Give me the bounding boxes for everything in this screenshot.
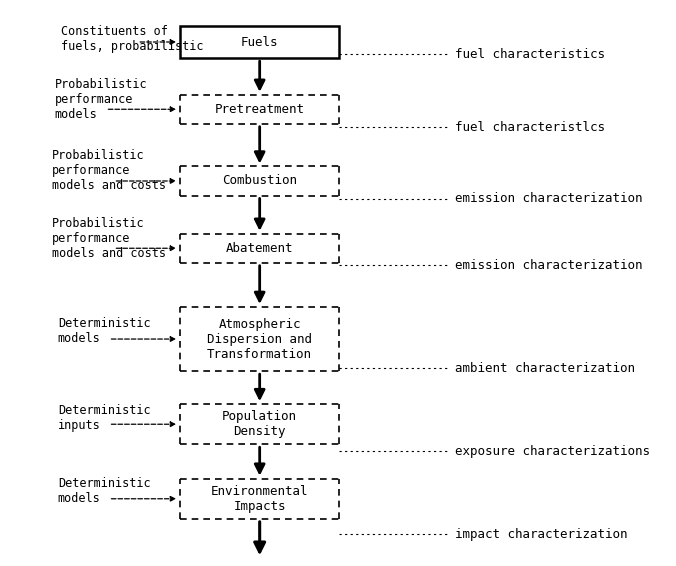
Text: emission characterization: emission characterization <box>456 192 643 205</box>
Text: Population
Density: Population Density <box>222 410 297 438</box>
Text: Constituents of
fuels, probabilistic: Constituents of fuels, probabilistic <box>61 25 203 53</box>
Text: impact characterization: impact characterization <box>456 528 628 541</box>
Text: Fuels: Fuels <box>241 36 279 49</box>
Text: Deterministic
inputs: Deterministic inputs <box>58 404 151 431</box>
Text: Probabilistic
performance
models and costs: Probabilistic performance models and cos… <box>51 217 166 260</box>
Text: Pretreatment: Pretreatment <box>215 103 305 116</box>
Text: Probabilistic
performance
models: Probabilistic performance models <box>55 78 147 121</box>
Text: Probabilistic
performance
models and costs: Probabilistic performance models and cos… <box>51 149 166 192</box>
Text: fuel characteristlcs: fuel characteristlcs <box>456 121 606 134</box>
Text: fuel characteristics: fuel characteristics <box>456 48 606 61</box>
Text: emission characterization: emission characterization <box>456 259 643 272</box>
Text: Deterministic
models: Deterministic models <box>58 316 151 345</box>
Text: ambient characterization: ambient characterization <box>456 362 635 375</box>
Text: Deterministic
models: Deterministic models <box>58 478 151 505</box>
Text: Abatement: Abatement <box>226 242 293 255</box>
Text: Combustion: Combustion <box>222 174 297 187</box>
Text: exposure characterizations: exposure characterizations <box>456 445 650 458</box>
Text: Environmental
Impacts: Environmental Impacts <box>211 484 308 513</box>
Bar <box>180 26 339 58</box>
Text: Atmospheric
Dispersion and
Transformation: Atmospheric Dispersion and Transformatio… <box>207 318 312 361</box>
